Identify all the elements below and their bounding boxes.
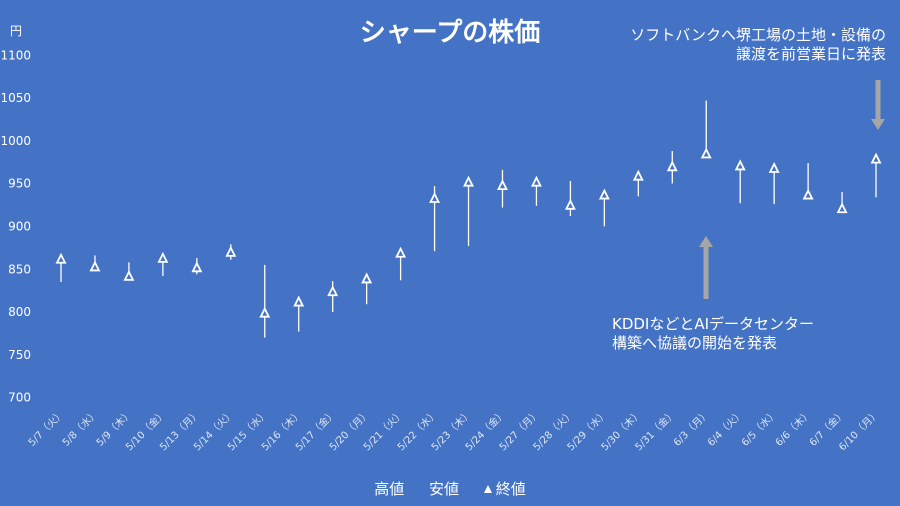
close-marker [55, 252, 67, 264]
close-marker [734, 159, 746, 171]
close-marker [89, 260, 101, 272]
close-marker [293, 295, 305, 307]
legend-low: 安値 [428, 480, 459, 498]
close-marker [191, 261, 203, 273]
legend: 高値 安値 終値 [0, 478, 900, 499]
legend-close: 終値 [483, 480, 526, 498]
close-marker [564, 198, 576, 210]
y-tick-label: 800 [8, 305, 31, 319]
close-marker [632, 169, 644, 181]
close-marker [666, 160, 678, 172]
y-tick-label: 900 [8, 220, 31, 234]
y-tick-label: 850 [8, 262, 31, 276]
annotation-line: 構築へ協議の開始を発表 [612, 334, 778, 352]
close-marker [768, 161, 780, 173]
close-marker [157, 251, 169, 263]
close-marker [225, 245, 237, 257]
annotation-kddi: KDDIなどとAIデータセンター 構築へ協議の開始を発表 [612, 315, 814, 353]
y-tick-label: 950 [8, 177, 31, 191]
y-tick-label: 1000 [0, 134, 31, 148]
close-marker [497, 179, 508, 191]
legend-high: 高値 [374, 480, 405, 498]
triangle-marker-icon [483, 485, 492, 493]
y-tick-label: 1050 [0, 91, 31, 105]
y-axis-unit: 円 [10, 24, 23, 38]
close-marker [395, 246, 407, 258]
close-marker [836, 202, 848, 214]
annotation-line: KDDIなどとAIデータセンター [612, 315, 815, 333]
y-tick-label: 1100 [0, 48, 31, 62]
close-marker [870, 152, 882, 164]
close-marker [123, 269, 135, 281]
y-tick-label: 700 [8, 391, 31, 405]
arrow-up-head [699, 236, 713, 247]
arrow-down-head [871, 119, 885, 130]
close-marker [598, 188, 610, 200]
legend-close-label: 終値 [495, 480, 526, 498]
close-marker [530, 175, 542, 187]
annotation-line: 譲渡を前営業日に発表 [735, 45, 886, 63]
annotation-softbank: ソフトバンクへ堺工場の土地・設備の 譲渡を前営業日に発表 [630, 26, 886, 64]
annotation-line: ソフトバンクへ堺工場の土地・設備の [630, 26, 886, 44]
close-marker [429, 191, 441, 203]
close-marker [361, 272, 373, 284]
close-marker [463, 175, 474, 187]
y-tick-label: 750 [8, 348, 31, 362]
close-marker [700, 147, 712, 159]
close-marker [802, 188, 814, 200]
close-marker [259, 306, 271, 318]
close-marker [327, 285, 339, 297]
chart-title: シャープの株価 [359, 18, 541, 48]
